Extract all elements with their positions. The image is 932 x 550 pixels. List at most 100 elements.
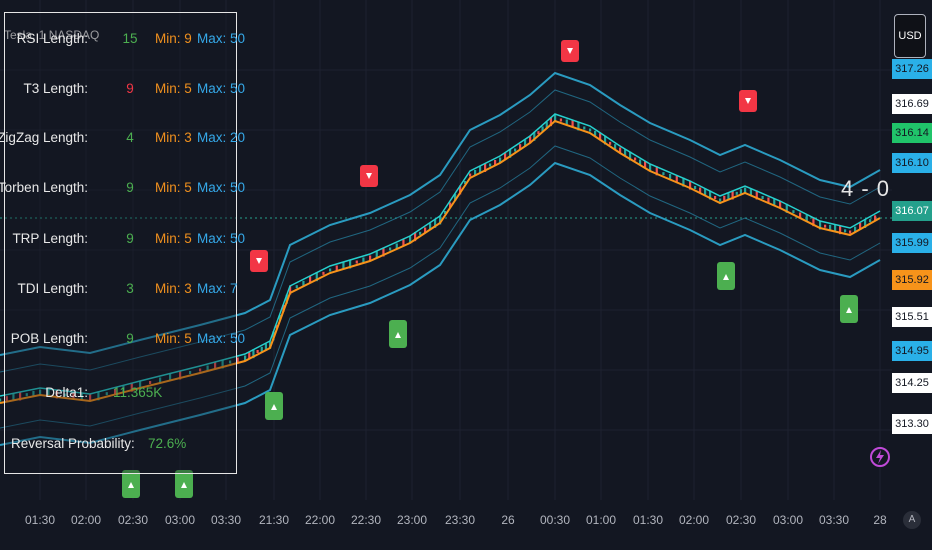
candle bbox=[12, 393, 15, 401]
lightning-icon[interactable] bbox=[869, 446, 891, 468]
candle bbox=[844, 229, 847, 233]
reversal-value: 72.6% bbox=[148, 436, 187, 451]
candle bbox=[424, 227, 427, 233]
candle bbox=[402, 239, 405, 247]
setting-min: Min: 3 bbox=[155, 130, 192, 145]
buy-arrow-icon bbox=[723, 274, 729, 280]
candle bbox=[89, 394, 92, 402]
candle bbox=[236, 357, 239, 363]
candle bbox=[289, 285, 292, 295]
candle bbox=[675, 175, 678, 183]
setting-min: Min: 5 bbox=[155, 231, 192, 246]
candle bbox=[429, 223, 432, 231]
candle bbox=[375, 251, 378, 259]
setting-label: T3 Length: bbox=[23, 81, 88, 96]
candle bbox=[839, 225, 842, 235]
candle bbox=[97, 391, 100, 401]
settings-row: ZigZag Length: 4 Min: 3 Max: 20 bbox=[0, 130, 245, 150]
setting-min: Min: 5 bbox=[155, 180, 192, 195]
candle bbox=[355, 260, 358, 264]
setting-min: Min: 5 bbox=[155, 81, 192, 96]
candle bbox=[362, 257, 365, 263]
sell-arrow-icon bbox=[366, 173, 372, 179]
candle bbox=[64, 393, 67, 397]
score-text: 4 - 0 bbox=[841, 176, 891, 201]
candle bbox=[634, 157, 637, 161]
rsi-line bbox=[0, 113, 881, 397]
time-label: 26 bbox=[501, 513, 515, 527]
time-label: 22:30 bbox=[350, 513, 382, 527]
candle bbox=[105, 392, 108, 396]
candle bbox=[369, 255, 372, 261]
candle bbox=[395, 243, 398, 249]
candle bbox=[260, 346, 263, 352]
candle bbox=[689, 180, 692, 190]
auto-scale-button[interactable]: A bbox=[903, 511, 921, 529]
candle bbox=[295, 285, 298, 289]
candle bbox=[149, 381, 152, 384]
candle bbox=[727, 193, 730, 201]
candle bbox=[474, 170, 477, 175]
candle bbox=[655, 166, 658, 176]
candle bbox=[812, 217, 815, 227]
candle bbox=[565, 119, 568, 125]
setting-min: Min: 9 bbox=[155, 31, 192, 46]
candle bbox=[577, 121, 580, 131]
t3-line bbox=[0, 119, 881, 404]
currency-button[interactable]: USD bbox=[894, 14, 926, 58]
candle bbox=[529, 136, 532, 144]
candle bbox=[744, 187, 747, 193]
setting-max: Max: 50 bbox=[197, 31, 246, 46]
setting-label: RSI Length: bbox=[16, 31, 88, 46]
candle bbox=[805, 214, 808, 222]
settings-row: TDI Length: 3 Min: 3 Max: 7 bbox=[5, 281, 238, 301]
setting-max: Max: 7 bbox=[197, 281, 238, 296]
candle bbox=[80, 393, 83, 401]
candle bbox=[514, 148, 517, 152]
setting-max: Max: 50 bbox=[197, 81, 246, 96]
candle bbox=[859, 222, 862, 230]
time-label: 23:30 bbox=[444, 513, 476, 527]
candle bbox=[484, 163, 487, 172]
candle bbox=[169, 374, 172, 381]
candle bbox=[799, 212, 802, 218]
candle bbox=[755, 190, 758, 200]
signal-markers bbox=[122, 40, 858, 498]
candle bbox=[509, 148, 512, 158]
candle bbox=[773, 199, 776, 206]
candle bbox=[829, 224, 832, 230]
candle bbox=[767, 197, 770, 203]
candle bbox=[735, 191, 738, 195]
candle bbox=[449, 202, 452, 208]
candle bbox=[439, 215, 442, 225]
candle bbox=[409, 236, 412, 244]
candle bbox=[524, 139, 527, 147]
candle bbox=[869, 219, 872, 223]
reversal-row: Reversal Probability: 72.6% bbox=[5, 436, 236, 456]
candle bbox=[389, 247, 392, 251]
candle bbox=[704, 189, 707, 196]
candle bbox=[244, 355, 247, 361]
candle bbox=[139, 380, 142, 390]
candle bbox=[533, 131, 536, 141]
candles bbox=[0, 113, 877, 402]
candle bbox=[662, 172, 665, 176]
candle bbox=[604, 135, 607, 145]
candle bbox=[39, 389, 42, 395]
price-label: 314.95 bbox=[892, 341, 932, 361]
setting-max: Max: 50 bbox=[197, 331, 246, 346]
time-label: 01:30 bbox=[632, 513, 664, 527]
candle bbox=[494, 160, 497, 165]
time-label: 02:00 bbox=[70, 513, 102, 527]
settings-row: Torben Length: 9 Min: 5 Max: 50 bbox=[0, 180, 245, 200]
delta-label: Delta1: bbox=[45, 385, 88, 400]
time-label: 02:30 bbox=[725, 513, 757, 527]
candle bbox=[214, 362, 217, 370]
setting-label: TDI Length: bbox=[17, 281, 88, 296]
setting-min: Min: 3 bbox=[155, 281, 192, 296]
settings-panel: RSI Length: 15 Min: 9 Max: 50 T3 Length: 9 Min… bbox=[0, 12, 245, 474]
candle bbox=[709, 190, 712, 200]
buy-arrow-icon bbox=[271, 404, 277, 410]
candle bbox=[723, 195, 726, 201]
